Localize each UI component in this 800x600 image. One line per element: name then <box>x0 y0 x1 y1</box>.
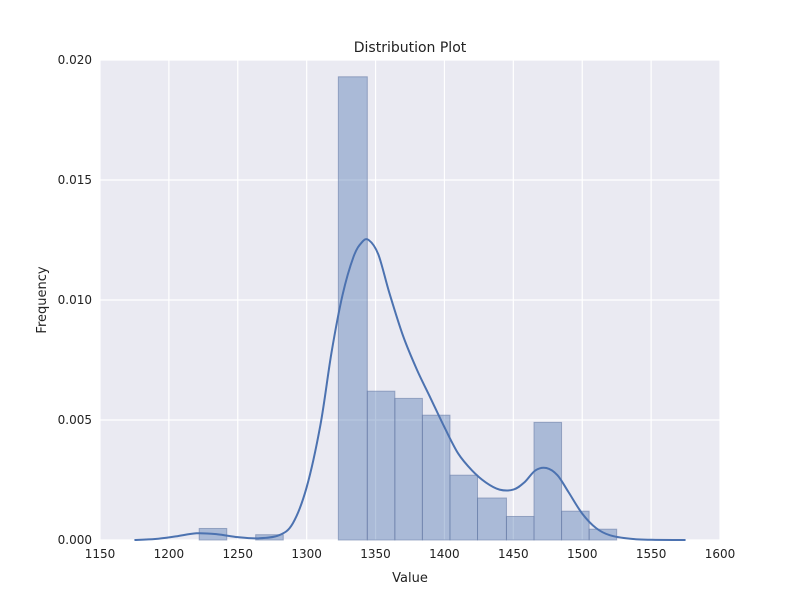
y-axis-title: Frequency <box>35 266 50 333</box>
histogram-bar <box>533 421 563 541</box>
histogram-bar <box>394 397 423 541</box>
x-tick-label: 1150 <box>85 547 116 561</box>
histogram-bar <box>337 76 368 541</box>
x-tick-label: 1200 <box>154 547 185 561</box>
histogram-bar <box>449 474 479 541</box>
histogram-bar <box>588 528 618 541</box>
y-tick-label: 0.020 <box>58 53 92 67</box>
chart-title: Distribution Plot <box>354 40 467 56</box>
y-tick-label: 0.010 <box>58 293 92 307</box>
x-tick-label: 1450 <box>498 547 529 561</box>
y-tick-label: 0.005 <box>58 413 92 427</box>
x-tick-label: 1400 <box>429 547 460 561</box>
y-tick-labels: 0.000 0.005 0.010 0.015 0.020 <box>58 53 92 547</box>
histogram-bar <box>366 390 396 541</box>
kde-curve <box>134 238 686 541</box>
x-tick-label: 1500 <box>567 547 598 561</box>
histogram-bar <box>477 497 507 541</box>
histogram-bars <box>198 76 618 541</box>
x-tick-label: 1550 <box>636 547 667 561</box>
histogram-bar <box>505 515 535 541</box>
x-tick-label: 1600 <box>705 547 736 561</box>
x-axis-title: Value <box>392 571 428 586</box>
x-tick-label: 1300 <box>291 547 322 561</box>
x-tick-label: 1250 <box>223 547 254 561</box>
x-tick-labels: 1150 1200 1250 1300 1350 1400 1450 1500 1550 1600 <box>85 547 736 561</box>
y-tick-label: 0.000 <box>58 533 92 547</box>
x-tick-label: 1350 <box>360 547 391 561</box>
y-tick-label: 0.015 <box>58 173 92 187</box>
histogram-bar <box>421 414 451 541</box>
